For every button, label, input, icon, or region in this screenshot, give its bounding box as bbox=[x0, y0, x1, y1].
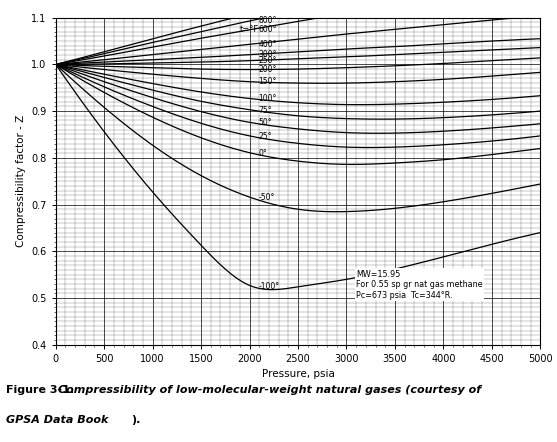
Text: -50°: -50° bbox=[258, 193, 275, 202]
Text: Compressibility of low-molecular-weight natural gases (​courte​sy of: Compressibility of low-molecular-weight … bbox=[58, 385, 482, 395]
Y-axis label: Compressibility factor - Z: Compressibility factor - Z bbox=[16, 115, 26, 248]
Text: MW=15.95
For 0.55 sp gr nat gas methane
Pc=673 psia  Tc=344°R.: MW=15.95 For 0.55 sp gr nat gas methane … bbox=[356, 270, 483, 300]
Text: 50°: 50° bbox=[258, 118, 272, 127]
Text: 600°: 600° bbox=[258, 25, 277, 34]
Text: 400°: 400° bbox=[258, 40, 277, 49]
Text: ).: ). bbox=[131, 415, 140, 426]
Text: -100°: -100° bbox=[258, 282, 280, 291]
Text: 1000°: 1000° bbox=[0, 441, 1, 442]
Text: 25°: 25° bbox=[258, 132, 272, 141]
Text: 250°: 250° bbox=[258, 56, 277, 65]
Text: 800°: 800° bbox=[258, 16, 277, 25]
Text: 75°: 75° bbox=[258, 106, 272, 114]
Text: 150°: 150° bbox=[258, 77, 277, 86]
X-axis label: Pressure, psia: Pressure, psia bbox=[262, 370, 334, 379]
Text: Figure 3-1.: Figure 3-1. bbox=[6, 385, 74, 395]
Text: t=°F: t=°F bbox=[240, 25, 259, 34]
Text: 200°: 200° bbox=[258, 65, 277, 74]
Text: GPSA Data Book: GPSA Data Book bbox=[6, 415, 108, 426]
Text: 300°: 300° bbox=[258, 50, 277, 59]
Text: 0°: 0° bbox=[258, 149, 267, 158]
Text: 100°: 100° bbox=[258, 94, 277, 103]
